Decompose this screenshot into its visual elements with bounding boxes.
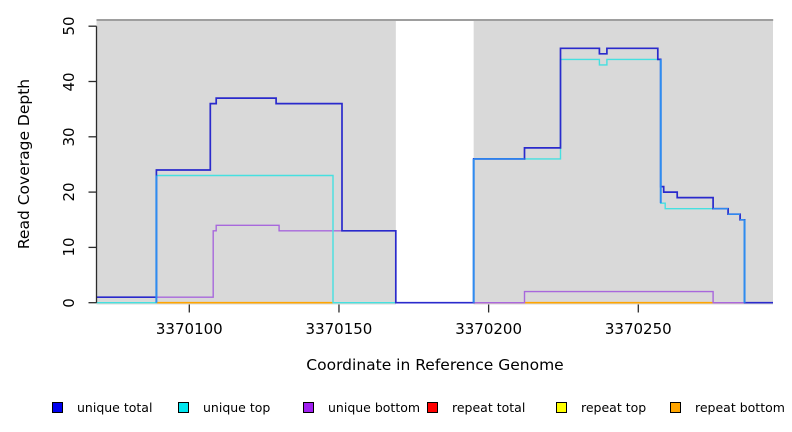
legend-item-repeat-bottom: repeat bottom	[670, 399, 785, 415]
x-tick-label-3370200: 3370200	[455, 320, 523, 338]
shaded-region-1	[473, 21, 773, 305]
legend-swatch-repeat-total	[427, 401, 438, 413]
legend-swatch-unique-top	[178, 401, 189, 413]
legend-label-repeat-total: repeat total	[452, 399, 526, 415]
legend-swatch-repeat-bottom	[670, 401, 681, 413]
y-tick-label-30: 30	[60, 127, 78, 147]
legend-label-repeat-bottom: repeat bottom	[695, 399, 785, 415]
y-tick-label-50: 50	[60, 16, 78, 36]
x-tick-label-3370150: 3370150	[305, 320, 373, 338]
legend-swatch-unique-bottom	[303, 401, 314, 413]
legend-item-repeat-top: repeat top	[556, 399, 647, 415]
y-tick-label-40: 40	[60, 71, 78, 92]
series-unique-bottom	[156, 224, 773, 304]
x-axis-title: Coordinate in Reference Genome	[306, 356, 564, 374]
legend-label-unique-bottom: unique bottom	[328, 399, 421, 415]
x-tick-label-3370100: 3370100	[155, 320, 223, 338]
legend-item-unique-bottom: unique bottom	[303, 399, 421, 415]
x-tick-label-3370250: 3370250	[604, 320, 672, 338]
y-tick-label-20: 20	[60, 182, 78, 202]
legend-swatch-unique-total	[52, 401, 63, 413]
legend-label-repeat-top: repeat top	[581, 399, 647, 415]
legend-item-unique-top: unique top	[178, 399, 271, 415]
legend-item-unique-total: unique total	[52, 399, 153, 415]
legend-label-unique-top: unique top	[203, 399, 271, 415]
legend-swatch-repeat-top	[556, 401, 567, 413]
y-tick-label-10: 10	[60, 237, 78, 257]
legend-label-unique-total: unique total	[77, 399, 153, 415]
legend-item-repeat-total: repeat total	[427, 399, 526, 415]
y-tick-label-0: 0	[60, 297, 78, 308]
shaded-region-0	[96, 21, 396, 305]
y-axis-title: Read Coverage Depth	[15, 78, 33, 250]
